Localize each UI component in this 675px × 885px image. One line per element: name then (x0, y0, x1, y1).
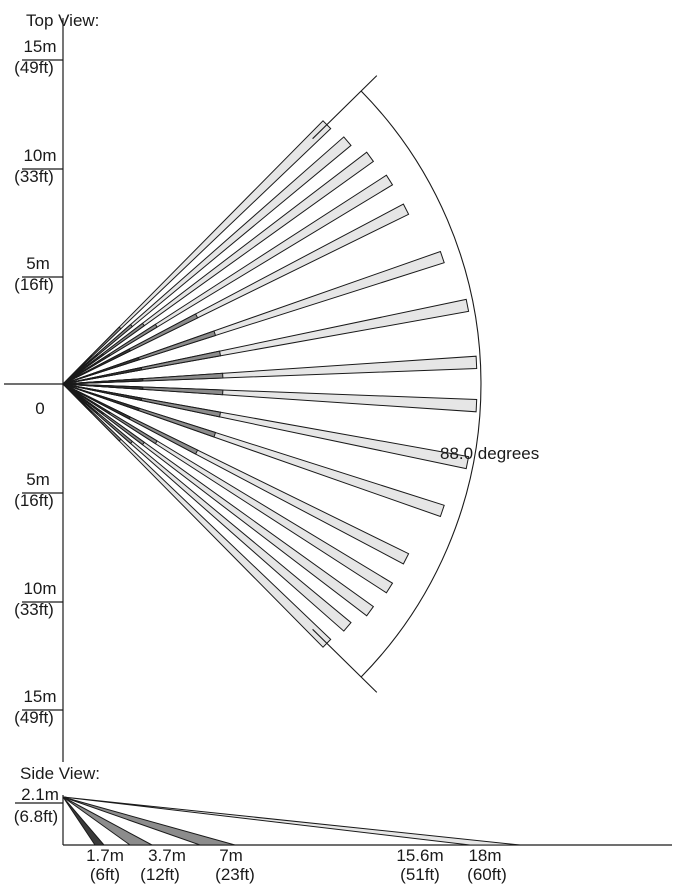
side-dist-5-ft: (60ft) (467, 865, 507, 884)
coverage-boundary-bottom (312, 628, 378, 693)
tick-down-10-m: 10m (23, 579, 56, 598)
side-beam (62, 796, 153, 846)
top-beam-core (62, 378, 144, 385)
top-beam-core (62, 383, 99, 415)
tick-up-5-m: 5m (26, 254, 50, 273)
tick-up-10-ft: (33ft) (14, 167, 54, 186)
tick-up-5-ft: (16ft) (14, 275, 54, 294)
top-beam (62, 136, 352, 385)
side-dist-3-ft: (23ft) (215, 865, 255, 884)
side-height-ft: (6.8ft) (14, 807, 58, 826)
side-beam (62, 796, 106, 846)
origin-label: 0 (35, 399, 44, 418)
coverage-boundary-top (312, 75, 378, 140)
top-beam-core (62, 383, 144, 390)
side-dist-4-m: 15.6m (396, 846, 443, 865)
top-view-beams (62, 120, 478, 648)
side-height-m: 2.1m (21, 785, 59, 804)
top-beam-core (62, 383, 131, 420)
top-view-title: Top View: (26, 11, 99, 30)
top-beam-core (62, 383, 93, 414)
top-beam-core (62, 352, 105, 385)
tick-down-5-ft: (16ft) (14, 491, 54, 510)
side-beam (62, 796, 521, 846)
top-beam-core (62, 367, 143, 385)
tick-down-10-ft: (33ft) (14, 600, 54, 619)
side-view: Side View: 2.1m (6.8ft) 1.7m (6ft) 3.7m … (14, 764, 672, 884)
top-beam-core (62, 356, 140, 385)
tick-up-15-m: 15m (23, 37, 56, 56)
top-beam-core (62, 348, 131, 385)
side-dist-1-m: 1.7m (86, 846, 124, 865)
side-view-title: Side View: (20, 764, 100, 783)
top-beam-core (62, 383, 105, 416)
side-view-beams (62, 796, 521, 846)
top-beam-core (62, 383, 143, 401)
side-dist-3-m: 7m (219, 846, 243, 865)
top-beam-core (62, 353, 111, 385)
coverage-arc (360, 90, 482, 678)
side-dist-2-m: 3.7m (148, 846, 186, 865)
top-beam-core (62, 383, 111, 415)
tick-down-15-m: 15m (23, 687, 56, 706)
tick-down-15-ft: (49ft) (14, 708, 54, 727)
side-dist-5-m: 18m (468, 846, 501, 865)
angle-label: 88.0 degrees (440, 444, 539, 463)
side-beam (62, 796, 236, 846)
top-view: Top View: 15m (49ft) 10m (33ft) 5m (16ft… (4, 11, 539, 762)
top-beam-core (62, 383, 140, 412)
side-dist-2-ft: (12ft) (140, 865, 180, 884)
top-beam-core (62, 353, 99, 385)
side-dist-4-ft: (51ft) (400, 865, 440, 884)
side-dist-1-ft: (6ft) (90, 865, 120, 884)
tick-up-10-m: 10m (23, 146, 56, 165)
top-beam-core (62, 354, 93, 385)
top-beam (62, 383, 352, 632)
tick-down-5-m: 5m (26, 470, 50, 489)
tick-up-15-ft: (49ft) (14, 58, 54, 77)
